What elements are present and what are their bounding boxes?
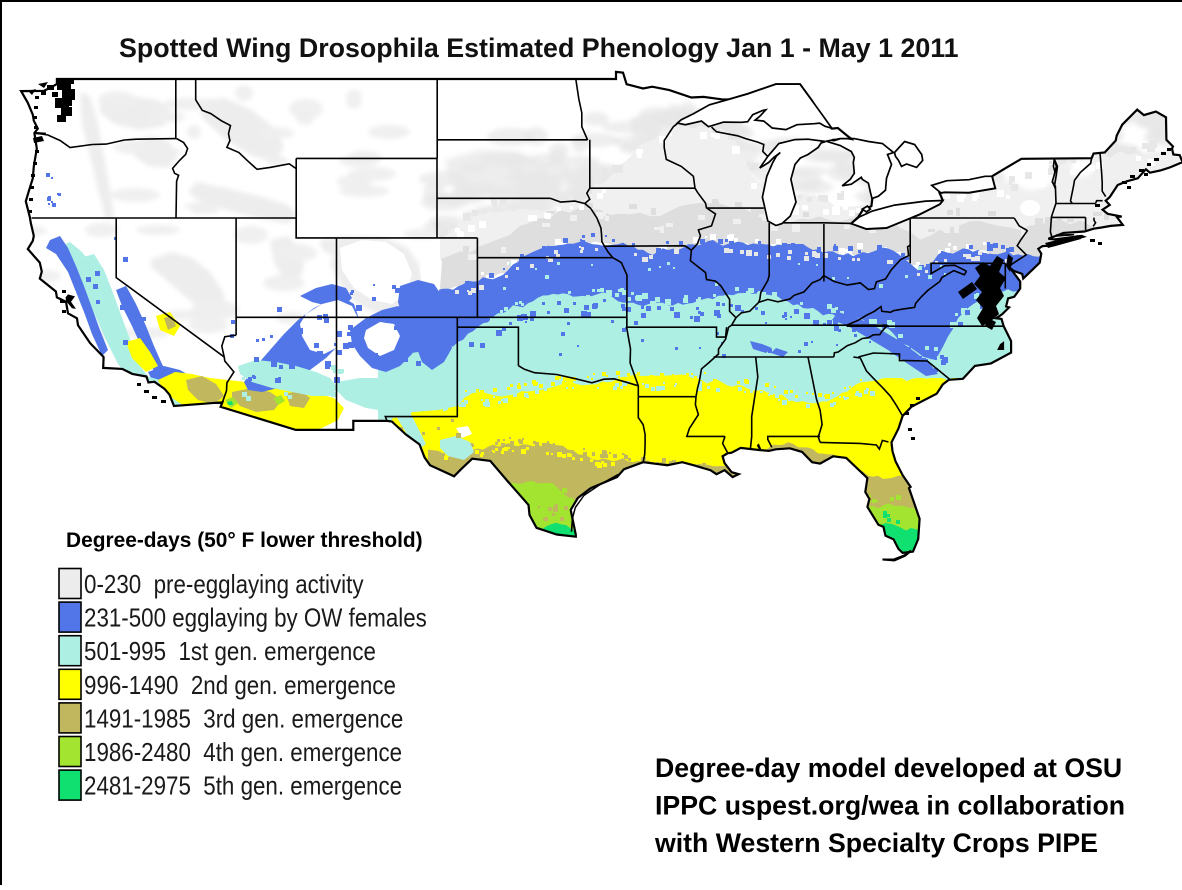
svg-text:Spotted Wing Drosophila Estima: Spotted Wing Drosophila Estimated Phenol… [119,33,959,63]
svg-text:IPPC uspest.org/wea in collabo: IPPC uspest.org/wea in collaboration [655,791,1125,821]
svg-text:996-1490 2nd gen. emergence: 996-1490 2nd gen. emergence [84,671,396,700]
svg-text:1491-1985 3rd gen. emergence: 1491-1985 3rd gen. emergence [84,705,403,734]
svg-text:1986-2480 4th gen. emergence: 1986-2480 4th gen. emergence [84,738,402,767]
svg-text:with Western Specialty Crops P: with Western Specialty Crops PIPE [654,828,1098,858]
svg-text:501-995 1st gen. emergence: 501-995 1st gen. emergence [84,638,376,667]
svg-text:0-230 pre-egglaying activity: 0-230 pre-egglaying activity [84,570,364,599]
svg-text:2481-2975 5th gen. emergence: 2481-2975 5th gen. emergence [84,772,402,801]
svg-text:231-500 egglaying by OW female: 231-500 egglaying by OW females [84,604,427,633]
svg-text:Degree-days (50° F lower thres: Degree-days (50° F lower threshold) [66,529,423,552]
svg-text:Degree-day model developed at: Degree-day model developed at OSU [655,753,1122,783]
